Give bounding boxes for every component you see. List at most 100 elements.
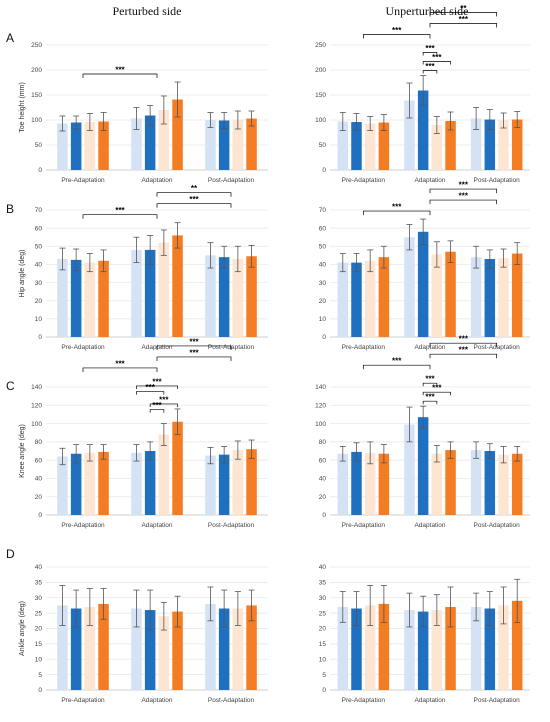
y-tick-label: 10 xyxy=(319,656,327,663)
bar xyxy=(364,260,376,337)
y-tick-label: 200 xyxy=(315,67,326,74)
y-tick-label: 40 xyxy=(319,564,327,571)
y-tick-label: 50 xyxy=(35,243,43,250)
chart-b-perturbed: 0 10 20 30 40 50 60 70 Hip angle (deg) Pre-Adapta… xyxy=(19,184,268,351)
y-tick-label: 35 xyxy=(35,580,43,587)
bar xyxy=(84,606,96,690)
chart-d-perturbed: 0 5 10 15 20 25 30 35 40 Ankle angle (deg) Pre-Ada… xyxy=(19,564,268,704)
y-tick-label: 120 xyxy=(315,402,326,409)
bar xyxy=(484,451,496,515)
y-tick-label: 70 xyxy=(35,207,43,214)
chart-c-unperturbed: 0 20 40 60 80 100 120 140 Pre-Adaptation Adaptati… xyxy=(315,335,530,529)
significance-bracket xyxy=(82,367,158,372)
bar xyxy=(131,118,142,170)
significance-label: ** xyxy=(460,4,467,13)
y-tick-label: 100 xyxy=(315,421,326,428)
bar xyxy=(144,249,156,337)
bar xyxy=(511,253,523,337)
y-tick-label: 100 xyxy=(31,117,42,124)
y-tick-label: 0 xyxy=(38,687,42,694)
significance-bracket xyxy=(429,353,498,359)
row-letter-a: A xyxy=(6,31,14,45)
y-axis-label: Knee angle (deg) xyxy=(19,424,26,478)
significance-bracket xyxy=(422,70,438,74)
category-label: Post-Adaptation xyxy=(474,177,521,184)
bar xyxy=(498,258,509,337)
category-label: Pre-Adaptation xyxy=(61,522,105,529)
category-label: Pre-Adaptation xyxy=(61,344,105,351)
bar xyxy=(205,255,216,337)
bar xyxy=(404,237,415,337)
category-label: Post-Adaptation xyxy=(208,697,255,704)
bar xyxy=(378,122,390,170)
y-tick-label: 5 xyxy=(322,672,326,679)
significance-label: *** xyxy=(115,206,125,215)
bar xyxy=(131,249,142,337)
bar xyxy=(511,600,523,690)
y-tick-label: 20 xyxy=(35,298,43,305)
bar xyxy=(337,262,349,337)
chart-a-unperturbed: 0 50 100 150 200 250 Pre-Adaptation Adaptation P… xyxy=(315,4,530,184)
significance-bracket xyxy=(136,391,165,395)
bar xyxy=(445,251,456,337)
significance-label: *** xyxy=(459,346,469,355)
chart-c-perturbed: 0 20 40 60 80 100 120 140 Knee angle (deg) Pre-Ad… xyxy=(19,337,268,529)
category-label: Adaptation xyxy=(141,697,172,704)
significance-label: *** xyxy=(189,337,199,346)
bar xyxy=(484,119,496,170)
y-tick-label: 5 xyxy=(38,672,42,679)
y-tick-label: 20 xyxy=(319,298,327,305)
chart-b-unperturbed: 0 10 20 30 40 50 60 70 Pre-Adaptation Adaptation P… xyxy=(319,181,530,351)
column-title-perturbed: Perturbed side xyxy=(113,4,182,18)
category-label: Pre-Adaptation xyxy=(61,177,105,184)
bar xyxy=(431,453,443,515)
bar xyxy=(431,125,443,170)
y-tick-label: 140 xyxy=(31,384,42,391)
y-tick-label: 15 xyxy=(319,641,327,648)
y-tick-label: 60 xyxy=(319,225,327,232)
bar xyxy=(205,120,216,170)
y-tick-label: 0 xyxy=(322,687,326,694)
y-tick-label: 10 xyxy=(35,656,43,663)
y-tick-label: 150 xyxy=(315,92,326,99)
bar xyxy=(98,451,109,515)
significance-label: ** xyxy=(191,184,198,193)
bar xyxy=(84,262,96,337)
significance-label: *** xyxy=(392,357,402,366)
y-tick-label: 50 xyxy=(319,243,327,250)
y-tick-label: 70 xyxy=(319,207,327,214)
significance-bracket xyxy=(156,203,232,208)
bar xyxy=(498,120,509,170)
y-axis-label: Ankle angle (deg) xyxy=(19,601,26,656)
bar xyxy=(172,421,183,515)
bar xyxy=(351,122,362,170)
y-tick-label: 40 xyxy=(35,564,43,571)
significance-bracket xyxy=(422,400,438,405)
significance-label: *** xyxy=(189,348,199,357)
bar xyxy=(378,603,390,690)
significance-label: *** xyxy=(152,401,162,410)
y-axis-label: Toe height (mm) xyxy=(19,82,26,133)
significance-bracket xyxy=(156,356,232,361)
bar xyxy=(98,260,109,337)
y-tick-label: 140 xyxy=(315,384,326,391)
y-tick-label: 20 xyxy=(319,494,327,501)
significance-label: *** xyxy=(152,377,162,386)
bar xyxy=(417,417,429,515)
bar xyxy=(158,242,170,337)
significance-label: *** xyxy=(115,66,125,75)
y-tick-label: 40 xyxy=(35,476,43,483)
bar xyxy=(232,608,244,690)
significance-label: *** xyxy=(425,393,435,402)
bar xyxy=(218,608,230,690)
y-tick-label: 25 xyxy=(35,610,43,617)
bar xyxy=(144,451,156,515)
y-tick-label: 0 xyxy=(322,334,326,341)
bar xyxy=(484,608,496,690)
bar xyxy=(246,256,257,337)
bar xyxy=(431,610,443,690)
bar xyxy=(205,455,216,515)
significance-label: *** xyxy=(159,395,169,404)
category-label: Post-Adaptation xyxy=(208,522,255,529)
